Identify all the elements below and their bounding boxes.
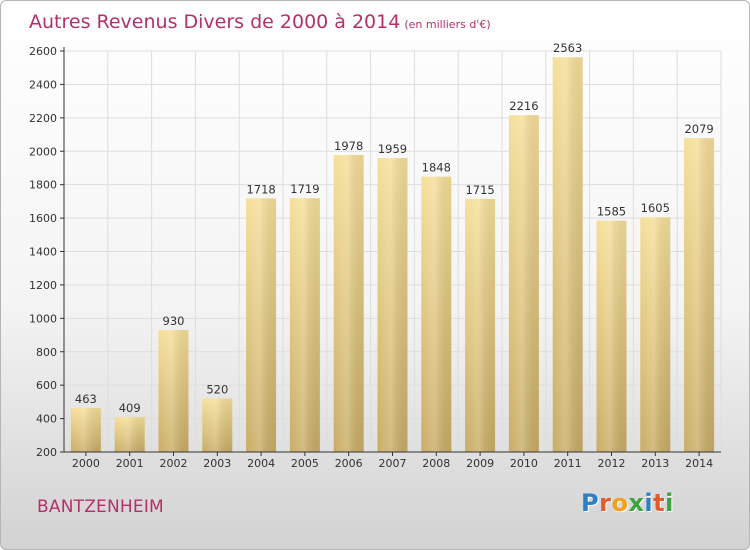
place-name: BANTZENHEIM [37,497,164,517]
bar-shine [158,330,189,452]
x-tick-label: 2009 [466,457,494,470]
proxiti-logo: Proxiti [581,489,674,517]
logo-letter: o [611,489,629,517]
value-label: 1719 [290,182,319,196]
y-tick-label: 800 [36,346,57,359]
x-tick-label: 2011 [554,457,582,470]
bar-shine [377,158,408,453]
bar-shine [70,408,101,452]
y-tick-label: 2000 [29,145,57,158]
axes: 200 400 600 800 1000 1200 1400 1600 1800 2000 2200… [29,45,721,470]
y-tick-label: 2400 [29,78,57,91]
value-label: 409 [119,401,141,415]
bar-shine [114,417,145,452]
value-label: 520 [206,383,228,397]
value-label: 1959 [378,142,407,156]
value-label: 1718 [246,182,275,196]
value-labels: 463 409 930 520 1718 1719 1978 1959 1848 1715 2216… [75,41,714,415]
value-label: 1978 [334,139,363,153]
value-label: 1585 [597,205,626,219]
x-tick-label: 2008 [422,457,450,470]
x-tick-label: 2001 [116,457,144,470]
logo-letter: P [581,489,600,517]
y-tick-label: 2600 [29,45,57,58]
x-tick-label: 2012 [598,457,626,470]
bar-shine [246,198,277,452]
bar-shine [202,398,233,452]
x-tick-label: 2007 [379,457,407,470]
value-label: 1848 [422,161,451,175]
logo-letter: i [644,489,654,517]
logo-letter: t [653,489,666,517]
chart-unit-note: (en milliers d'€) [404,18,491,31]
y-tick-label: 400 [36,413,57,426]
value-label: 2216 [509,99,538,113]
bar-shine [596,220,627,452]
y-tick-label: 1000 [29,312,57,325]
y-tick-label: 200 [36,446,57,459]
value-label: 930 [163,314,185,328]
x-tick-label: 2014 [685,457,713,470]
logo-letter: x [628,489,645,517]
bar-shine [289,198,320,452]
x-tick-label: 2006 [335,457,363,470]
y-tick-label: 1800 [29,179,57,192]
x-tick-label: 2003 [203,457,231,470]
value-label: 2079 [684,122,713,136]
value-label: 2563 [553,41,582,55]
bars [70,57,715,453]
y-tick-label: 1400 [29,246,57,259]
y-tick-label: 1200 [29,279,57,292]
value-label: 463 [75,392,97,406]
bar-shine [465,198,496,452]
y-tick-label: 1600 [29,212,57,225]
bar-shine [552,57,583,453]
chart-title: Autres Revenus Divers de 2000 à 2014 (en … [29,11,491,33]
y-tick-label: 600 [36,379,57,392]
value-label: 1605 [641,201,670,215]
x-tick-label: 2013 [641,457,669,470]
bar-shine [421,176,452,452]
bar-shine [333,154,364,452]
logo-letter: i [665,489,674,517]
bar-shine [508,115,539,452]
x-tick-label: 2010 [510,457,538,470]
logo-letter: r [599,489,612,517]
x-tick-label: 2000 [72,457,100,470]
x-tick-label: 2005 [291,457,319,470]
x-tick-label: 2002 [160,457,188,470]
value-label: 1715 [465,183,494,197]
bar-shine [640,217,671,452]
chart-title-text: Autres Revenus Divers de 2000 à 2014 [29,11,401,33]
y-tick-label: 2200 [29,112,57,125]
x-tick-label: 2004 [247,457,275,470]
bar-shine [684,138,715,452]
